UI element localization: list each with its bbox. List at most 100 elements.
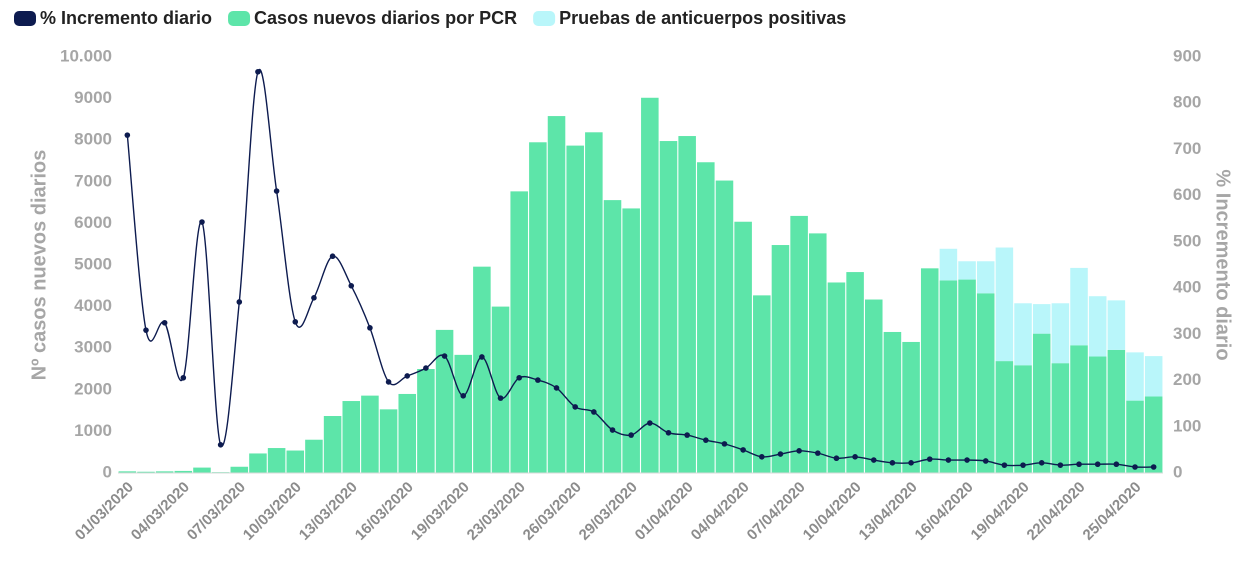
bar [174, 470, 193, 473]
x-tick-label: 04/04/2020 [688, 479, 753, 544]
x-tick-label: 19/03/2020 [408, 479, 473, 544]
y-tick-label: 10.000 [60, 46, 112, 65]
point [572, 404, 578, 410]
bar [473, 266, 491, 473]
bar [939, 248, 958, 281]
point [460, 393, 467, 399]
point [535, 377, 541, 383]
bar [641, 97, 659, 473]
y-tick-label: 7000 [74, 171, 112, 190]
point [628, 432, 634, 438]
bar [1107, 349, 1126, 473]
bar [547, 116, 566, 474]
bar [1014, 365, 1032, 473]
y-axis-title: Nº casos nuevos diarios [28, 150, 50, 381]
point [348, 283, 355, 289]
bar [435, 329, 454, 473]
x-tick-label: 16/04/2020 [912, 479, 977, 544]
y2-tick-label: 800 [1173, 93, 1201, 112]
point [982, 458, 989, 464]
bar [995, 247, 1014, 362]
point [497, 395, 504, 401]
bar [734, 221, 752, 473]
y2-tick-label: 500 [1173, 231, 1201, 250]
point [441, 353, 448, 359]
bar [603, 200, 622, 473]
bar [510, 191, 528, 474]
x-tick-label: 01/04/2020 [632, 479, 697, 544]
point [404, 373, 411, 379]
bar [939, 280, 958, 473]
x-tick-label: 25/04/2020 [1080, 479, 1145, 544]
bar [753, 295, 771, 473]
bar [417, 369, 435, 473]
bar [1088, 356, 1107, 473]
bar [267, 448, 286, 473]
point [758, 454, 765, 460]
y2-tick-label: 600 [1173, 185, 1201, 204]
y-tick-label: 5000 [74, 254, 112, 273]
point [814, 450, 821, 456]
point [292, 319, 299, 325]
point [777, 451, 784, 457]
point [329, 253, 336, 260]
y2-tick-label: 0 [1173, 462, 1182, 481]
bar [529, 142, 547, 473]
point [1057, 462, 1064, 468]
bar [827, 282, 846, 473]
bar [193, 467, 211, 473]
legend-label: % Incremento diario [40, 8, 212, 28]
bar [155, 471, 174, 473]
legend-swatch [14, 11, 36, 26]
bar [715, 180, 734, 473]
point [479, 354, 485, 360]
point [1020, 462, 1026, 468]
point [665, 429, 672, 436]
point [684, 432, 690, 438]
bar [249, 453, 267, 473]
point [236, 299, 243, 305]
point [964, 457, 970, 463]
bar [1107, 300, 1126, 350]
bar [1051, 303, 1070, 364]
bar [976, 293, 995, 473]
bar [883, 331, 902, 473]
bar [1126, 352, 1144, 401]
legend-label: Casos nuevos diarios por PCR [254, 8, 517, 28]
point [1001, 462, 1008, 468]
bar [1070, 345, 1088, 473]
y-tick-label: 4000 [74, 296, 112, 315]
point [740, 447, 746, 453]
y-tick-label: 3000 [74, 338, 112, 357]
bar [454, 354, 472, 473]
point [553, 385, 560, 391]
point [833, 455, 840, 462]
bar [361, 395, 379, 473]
bar [305, 439, 323, 473]
bar [995, 361, 1014, 473]
bar [1014, 303, 1032, 366]
y2-tick-label: 900 [1173, 46, 1201, 65]
bar [809, 233, 827, 473]
bar [622, 208, 640, 473]
bar [1032, 333, 1051, 473]
x-tick-label: 01/03/2020 [72, 479, 137, 544]
y-tick-label: 9000 [74, 88, 112, 107]
point [1038, 460, 1045, 466]
point [1113, 461, 1120, 468]
y-tick-label: 2000 [74, 379, 112, 398]
bar [1144, 396, 1163, 473]
y2-tick-label: 400 [1173, 278, 1201, 297]
point [516, 374, 523, 381]
x-tick-label: 22/04/2020 [1024, 479, 1089, 544]
x-tick-label: 13/03/2020 [296, 479, 361, 544]
bar [342, 401, 361, 473]
x-tick-label: 19/04/2020 [968, 479, 1033, 544]
x-tick-label: 04/03/2020 [128, 479, 193, 544]
point [1150, 464, 1157, 470]
point [908, 460, 914, 466]
y-tick-label: 1000 [74, 421, 112, 440]
bar [566, 145, 584, 473]
point [945, 457, 952, 463]
